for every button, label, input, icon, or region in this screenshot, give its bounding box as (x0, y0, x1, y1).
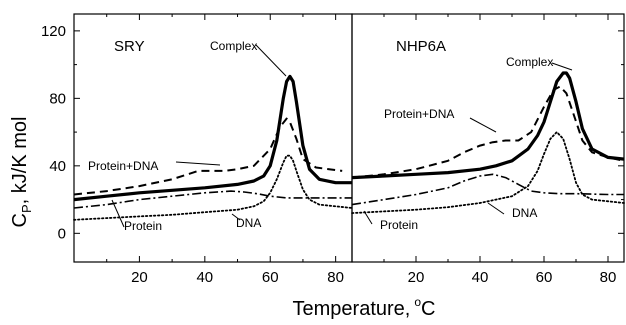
x-tick-label: 20 (131, 269, 148, 286)
annotation-leader (469, 117, 497, 133)
x-tick-label: 80 (600, 269, 617, 286)
annotation-complex: Complex (506, 55, 553, 69)
x-axis-title-unit: C (421, 298, 435, 320)
y-axis-title: CP, kJ/K mol (9, 117, 34, 228)
series-dna (73, 154, 353, 221)
x-tick-label: 40 (472, 269, 489, 286)
y-tick-label: 0 (58, 225, 66, 242)
annotation-protein-dna: Protein+DNA (88, 159, 158, 173)
panel-nhp6a: 20 40 60 80 NHP6A Complex Protein+DNA Protein DN… (351, 13, 625, 286)
annotation-leader (487, 202, 505, 215)
annotation-leader (111, 199, 125, 228)
series-protein (351, 173, 624, 206)
y-axis-title-subscript: P (19, 204, 34, 213)
y-tick-label: 80 (49, 90, 66, 107)
x-axis-title: Temperature, oC (293, 295, 436, 320)
y-axis-title-rest: , kJ/K mol (9, 117, 31, 205)
y-tick-label: 40 (49, 158, 66, 175)
series-complex (73, 74, 352, 202)
annotation-dna: DNA (236, 216, 261, 230)
annotation-leader (363, 210, 373, 225)
annotation-leader (175, 161, 221, 166)
annotation-protein: Protein (124, 219, 162, 233)
plot-frame (351, 13, 625, 263)
panel-sry: 20 40 60 80 0 40 80 120 SRY Complex Protein+DNA Pro… (41, 13, 353, 286)
annotation-leader (255, 44, 287, 77)
annotation-leader (231, 213, 241, 221)
y-axis-title-main: C (9, 213, 31, 227)
x-axis-title-degree: o (414, 295, 421, 309)
x-tick-label: 60 (262, 269, 279, 286)
series-protein-dna (351, 85, 625, 179)
x-tick-label: 80 (327, 269, 344, 286)
panel-label: NHP6A (396, 38, 446, 55)
series-protein (73, 190, 352, 209)
annotation-protein: Protein (380, 218, 418, 232)
panel-label: SRY (114, 38, 145, 55)
y-tick-label: 120 (41, 23, 66, 40)
x-tick-label: 60 (536, 269, 553, 286)
x-tick-label: 20 (408, 269, 425, 286)
series-dna (351, 131, 625, 215)
series-protein-dna (73, 117, 343, 196)
x-tick-label: 40 (196, 269, 213, 286)
x-axis-title-main: Temperature, (293, 298, 411, 320)
annotation-dna: DNA (512, 206, 537, 220)
series-complex (351, 71, 625, 180)
annotation-protein-dna: Protein+DNA (384, 107, 454, 121)
annotation-leader (551, 62, 573, 71)
annotation-complex: Complex (210, 39, 257, 53)
